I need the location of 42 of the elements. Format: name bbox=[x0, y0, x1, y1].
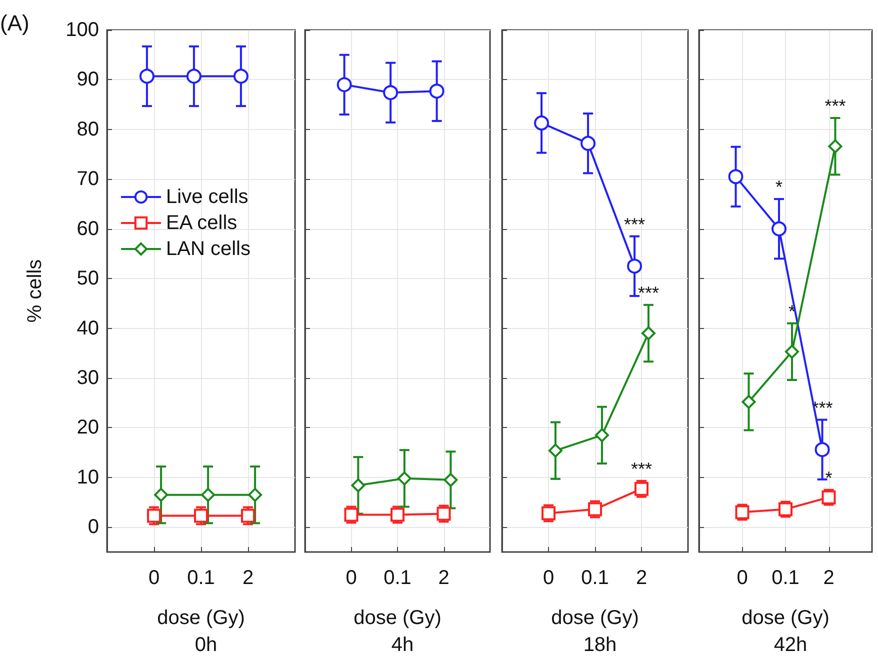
y-axis-title: % cells bbox=[24, 259, 46, 323]
legend-label: LAN cells bbox=[166, 238, 250, 260]
y-tick-label: 70 bbox=[76, 168, 99, 190]
annotation: *** bbox=[638, 282, 659, 303]
x-axis-title: dose (Gy) bbox=[354, 607, 442, 629]
x-tick-label: 2 bbox=[242, 567, 254, 589]
annotation: *** bbox=[824, 96, 846, 116]
y-tick-label: 60 bbox=[76, 218, 99, 240]
text: 0h bbox=[194, 634, 218, 656]
y-tick-label: 80 bbox=[76, 118, 99, 140]
x-tick-label: 0.1 bbox=[772, 567, 800, 589]
annotation: * bbox=[825, 468, 832, 488]
x-tick-label: 2 bbox=[636, 567, 648, 589]
x-tick-label: 0 bbox=[148, 567, 160, 589]
x-tick-label: 0 bbox=[542, 567, 554, 589]
y-tick-label: 90 bbox=[76, 68, 99, 91]
y-tick-label: 20 bbox=[76, 416, 99, 439]
annotation: *** bbox=[624, 214, 646, 234]
x-tick-label: 0.1 bbox=[384, 567, 412, 589]
legend-label: Live cells bbox=[166, 186, 248, 208]
y-tick-label: 40 bbox=[76, 317, 99, 340]
y-tick-label: 10 bbox=[76, 466, 99, 488]
text: 42h bbox=[774, 634, 808, 656]
y-tick-label: 0 bbox=[88, 516, 99, 538]
y-tick-label: 30 bbox=[76, 367, 99, 389]
x-tick-label: 2 bbox=[823, 567, 834, 589]
x-tick-label: 0.1 bbox=[187, 567, 215, 589]
x-tick-label: 0 bbox=[346, 567, 357, 589]
x-tick-label: 2 bbox=[438, 567, 450, 589]
y-tick-label: 50 bbox=[76, 268, 99, 290]
annotation: * bbox=[776, 177, 783, 198]
text: 4h bbox=[391, 634, 414, 656]
text: 18h bbox=[583, 634, 617, 656]
y-tick-label: 100 bbox=[66, 19, 99, 41]
legend-label: EA cells bbox=[166, 212, 238, 234]
x-axis-title: dose (Gy) bbox=[551, 607, 639, 629]
text: (A) bbox=[0, 10, 30, 36]
x-axis-title: dose (Gy) bbox=[742, 607, 830, 629]
annotation: *** bbox=[630, 458, 652, 479]
x-tick-label: 0 bbox=[736, 567, 748, 589]
x-axis-title: dose (Gy) bbox=[157, 607, 245, 629]
x-tick-label: 0.1 bbox=[581, 567, 609, 589]
